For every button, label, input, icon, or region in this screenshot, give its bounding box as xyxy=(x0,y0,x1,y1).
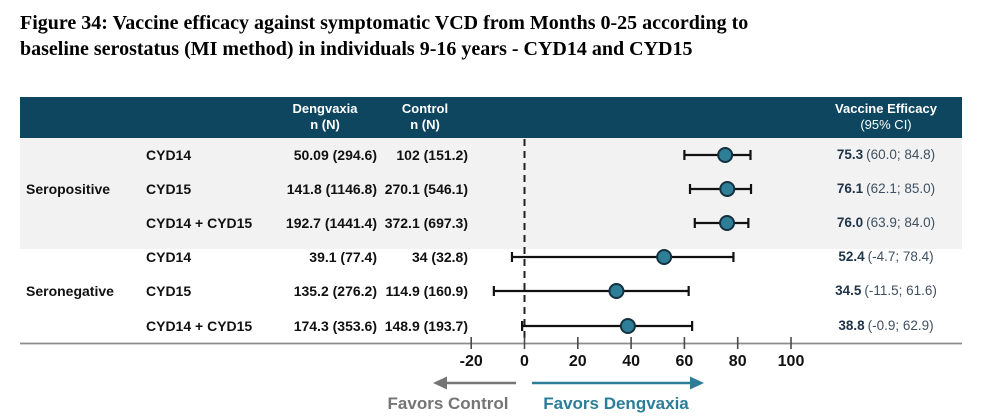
ve-estimate: 76.0 xyxy=(836,215,864,230)
trial-label: CYD14 xyxy=(146,147,192,163)
serostatus-group-label: Seronegative xyxy=(26,283,114,299)
ve-value: 76.1 (62.1; 85.0) xyxy=(786,179,986,199)
ve-estimate: 34.5 xyxy=(835,283,862,298)
x-axis-tick-label: 100 xyxy=(778,353,805,370)
dengvaxia-value: 141.8 (1146.8) xyxy=(286,181,377,197)
control-value: 372.1 (697.3) xyxy=(384,215,468,231)
column-header-dengvaxia-label: Dengvaxia xyxy=(292,101,358,116)
favors-control-arrowhead-icon xyxy=(433,376,447,390)
ve-confidence-interval: (-0.9; 62.9) xyxy=(867,318,934,333)
column-header-vaccine-efficacy-sub: (95% CI) xyxy=(860,117,912,132)
dengvaxia-value: 174.3 (353.6) xyxy=(293,318,377,334)
trial-label: CYD15 xyxy=(146,283,192,299)
column-header-control-sub: n (N) xyxy=(410,117,440,132)
x-axis-tick-label: 0 xyxy=(520,353,529,370)
column-header-control: Control n (N) xyxy=(365,101,485,133)
control-value: 114.9 (160.9) xyxy=(385,283,468,299)
ve-value: 34.5 (-11.5; 61.6) xyxy=(786,281,986,301)
x-axis-tick-label: 60 xyxy=(676,353,694,370)
serostatus-group-label: Seropositive xyxy=(26,181,111,197)
favors-control-label: Favors Control xyxy=(388,394,509,413)
figure-title: Figure 34: Vaccine efficacy against symp… xyxy=(20,10,970,62)
column-header-vaccine-efficacy: Vaccine Efficacy (95% CI) xyxy=(786,101,986,133)
x-axis-tick-label: 20 xyxy=(569,353,587,370)
figure-title-line1: Figure 34: Vaccine efficacy against symp… xyxy=(20,12,749,34)
trial-label: CYD14 + CYD15 xyxy=(146,318,253,334)
x-axis-tick-label: 40 xyxy=(622,353,640,370)
ve-confidence-interval: (60.0; 84.8) xyxy=(866,147,936,162)
control-value: 34 (32.8) xyxy=(411,249,468,265)
ve-confidence-interval: (62.1; 85.0) xyxy=(866,181,936,196)
control-value: 148.9 (193.7) xyxy=(384,318,468,334)
dengvaxia-value: 192.7 (1441.4) xyxy=(285,215,377,231)
trial-label: CYD14 xyxy=(146,249,192,265)
column-header-dengvaxia: Dengvaxia n (N) xyxy=(265,101,385,133)
seropositive-band xyxy=(20,138,962,249)
trial-label: CYD15 xyxy=(146,181,192,197)
table-header-bar: Dengvaxia n (N) Control n (N) Vaccine Ef… xyxy=(20,97,962,138)
trial-label: CYD14 + CYD15 xyxy=(146,215,253,231)
x-axis-tick-label: -20 xyxy=(460,353,483,370)
column-header-vaccine-efficacy-label: Vaccine Efficacy xyxy=(835,101,937,116)
favors-dengvaxia-label: Favors Dengvaxia xyxy=(543,394,689,413)
ve-confidence-interval: (63.9; 84.0) xyxy=(866,215,936,230)
ve-confidence-interval: (-11.5; 61.6) xyxy=(864,283,937,298)
ve-value: 52.4 (-4.7; 78.4) xyxy=(786,247,986,267)
x-axis-tick-label: 80 xyxy=(729,353,747,370)
favors-dengvaxia-arrowhead-icon xyxy=(690,376,704,390)
ve-estimate: 76.1 xyxy=(836,181,864,196)
ve-estimate: 38.8 xyxy=(838,318,865,333)
ve-value: 76.0 (63.9; 84.0) xyxy=(786,213,986,233)
ve-value: 38.8 (-0.9; 62.9) xyxy=(786,316,986,336)
dengvaxia-value: 135.2 (276.2) xyxy=(293,283,377,299)
column-header-control-label: Control xyxy=(401,101,449,116)
dengvaxia-value: 39.1 (77.4) xyxy=(309,249,377,265)
control-value: 270.1 (546.1) xyxy=(384,181,468,197)
figure-title-line2: baseline serostatus (MI method) in indiv… xyxy=(20,38,693,60)
seronegative-band xyxy=(20,249,962,345)
dengvaxia-value: 50.09 (294.6) xyxy=(293,147,377,163)
ve-estimate: 75.3 xyxy=(836,147,864,162)
ve-confidence-interval: (-4.7; 78.4) xyxy=(867,249,934,264)
column-header-dengvaxia-sub: n (N) xyxy=(310,117,340,132)
ve-estimate: 52.4 xyxy=(838,249,865,264)
control-value: 102 (151.2) xyxy=(396,147,468,163)
ve-value: 75.3 (60.0; 84.8) xyxy=(786,145,986,165)
